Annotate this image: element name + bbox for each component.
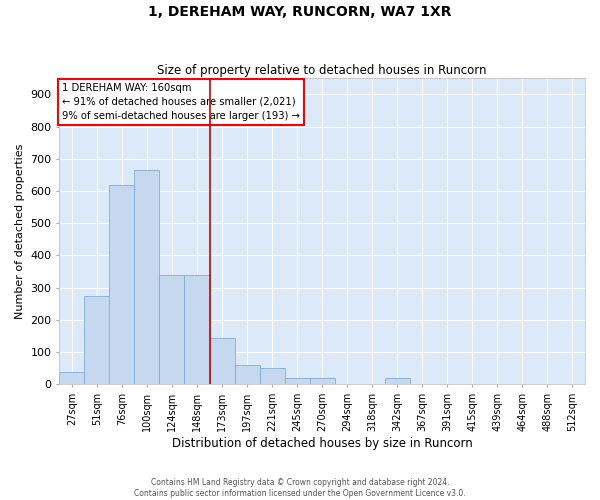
Bar	[385, 378, 410, 384]
Bar	[209, 338, 235, 384]
Bar	[235, 365, 260, 384]
Bar	[109, 184, 134, 384]
Text: 1 DEREHAM WAY: 160sqm
← 91% of detached houses are smaller (2,021)
9% of semi-de: 1 DEREHAM WAY: 160sqm ← 91% of detached …	[62, 83, 300, 121]
Bar	[284, 378, 310, 384]
Bar	[160, 275, 184, 384]
Title: Size of property relative to detached houses in Runcorn: Size of property relative to detached ho…	[157, 64, 487, 77]
Text: Contains HM Land Registry data © Crown copyright and database right 2024.
Contai: Contains HM Land Registry data © Crown c…	[134, 478, 466, 498]
Y-axis label: Number of detached properties: Number of detached properties	[15, 144, 25, 319]
Bar	[310, 378, 335, 384]
Bar	[134, 170, 160, 384]
Text: 1, DEREHAM WAY, RUNCORN, WA7 1XR: 1, DEREHAM WAY, RUNCORN, WA7 1XR	[148, 5, 452, 19]
Bar	[260, 368, 284, 384]
Bar	[85, 296, 109, 384]
Bar	[59, 372, 85, 384]
X-axis label: Distribution of detached houses by size in Runcorn: Distribution of detached houses by size …	[172, 437, 473, 450]
Bar	[184, 275, 209, 384]
